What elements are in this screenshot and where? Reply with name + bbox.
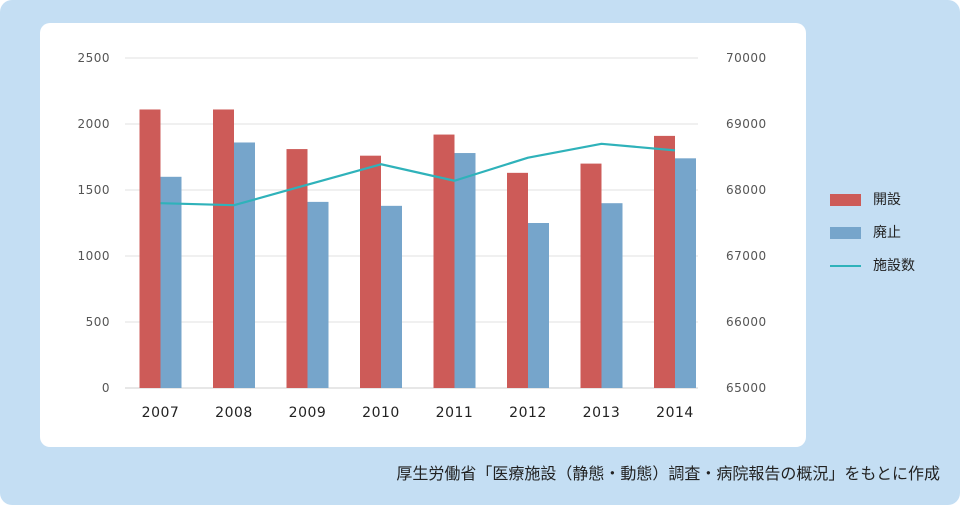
y-right-tick-label: 68000 (726, 183, 767, 197)
x-tick-label: 2007 (142, 405, 180, 421)
y-left-tick-label: 0 (102, 381, 110, 395)
bar-open (213, 109, 234, 388)
bar-closed (675, 158, 696, 388)
bar-closed (381, 205, 402, 388)
source-note: 厚生労働省「医療施設（静態・動態）調査・病院報告の概況」をもとに作成 (396, 464, 940, 483)
x-tick-label: 2013 (583, 405, 621, 421)
bar-open (580, 163, 602, 388)
legend-label-open: 開設 (873, 192, 901, 208)
y-left-tick-label: 2500 (77, 51, 110, 65)
x-tick-label: 2014 (656, 405, 694, 421)
line-facilities (160, 142, 676, 207)
x-tick-label: 2009 (289, 405, 327, 421)
legend-label-facilities: 施設数 (873, 258, 915, 274)
y-right-tick-label: 67000 (726, 249, 767, 263)
y-right-tick-label: 66000 (726, 315, 767, 329)
y-right-tick-label: 69000 (726, 117, 767, 131)
bar-open (654, 135, 675, 388)
bar-closed (601, 203, 623, 388)
bar-open (286, 149, 308, 388)
bar-closed (307, 201, 329, 388)
bar-closed (234, 142, 255, 388)
legend-swatch-open (830, 194, 861, 206)
y-left-tick-label: 1500 (77, 183, 110, 197)
bar-open (139, 109, 161, 388)
y-right-tick-label: 65000 (726, 381, 767, 395)
bar-open (507, 172, 528, 388)
legend-swatch-closed (830, 227, 861, 239)
y-right-tick-label: 70000 (726, 51, 767, 65)
x-tick-label: 2011 (436, 405, 474, 421)
y-left-tick-label: 2000 (77, 117, 110, 131)
bar-closed (160, 176, 182, 388)
y-left-tick-label: 1000 (77, 249, 110, 263)
legend-swatch-facilities (830, 265, 861, 267)
x-tick-label: 2008 (215, 405, 253, 421)
y-left-tick-label: 500 (86, 315, 110, 329)
x-tick-label: 2012 (509, 405, 547, 421)
x-tick-label: 2010 (362, 405, 400, 421)
bar-closed (454, 153, 476, 388)
bar-open (433, 134, 455, 388)
bar-closed (528, 223, 549, 388)
bar-open (360, 155, 381, 388)
legend-label-closed: 廃止 (873, 225, 901, 241)
